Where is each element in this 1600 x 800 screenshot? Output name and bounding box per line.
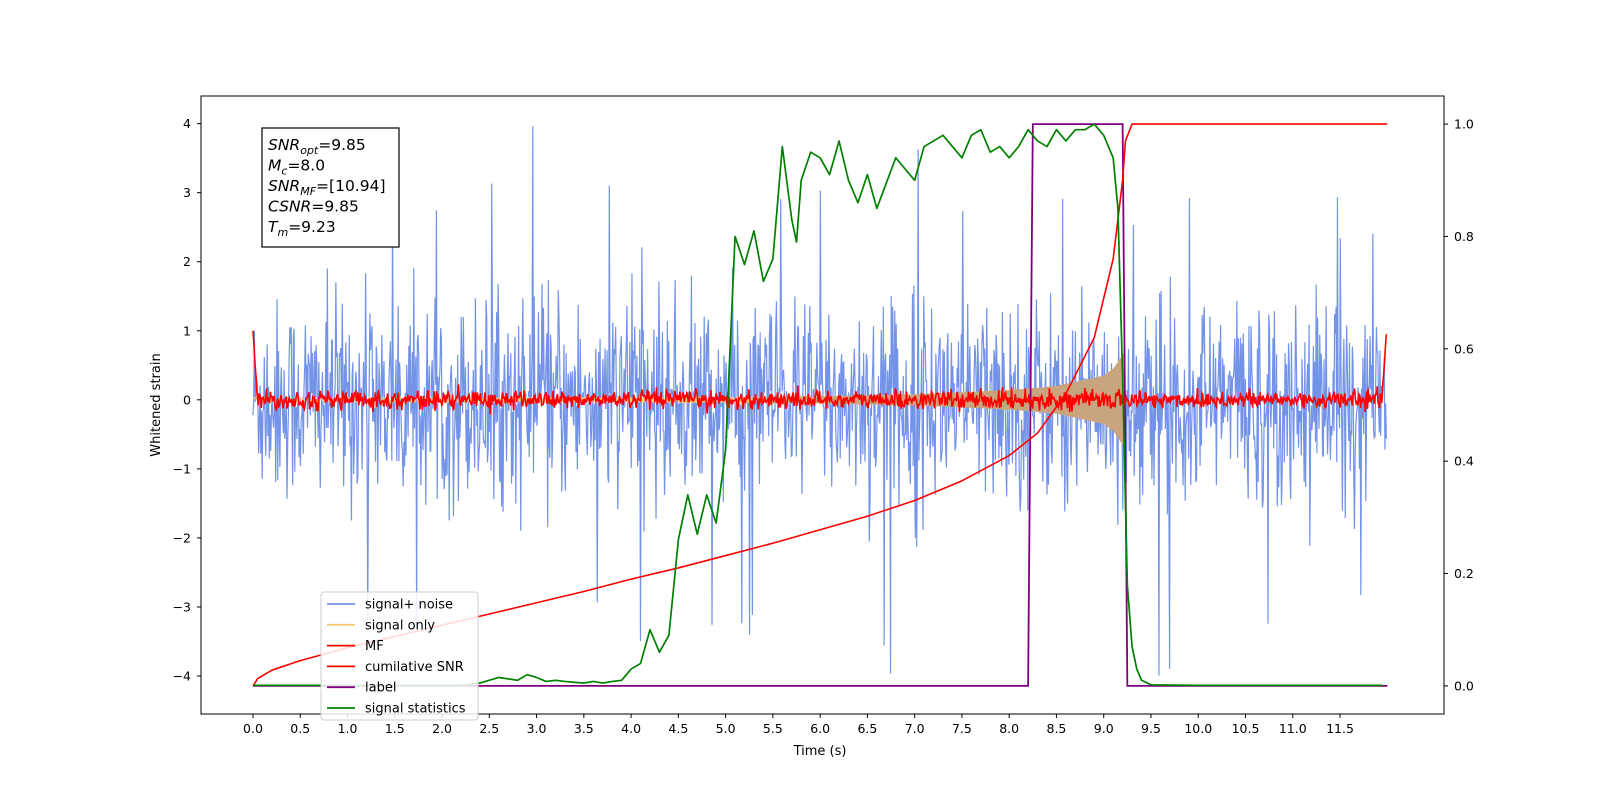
x-tick-label: 9.5	[1141, 721, 1161, 736]
annotation-subscript: MF	[300, 185, 316, 198]
x-tick-label: 7.0	[905, 721, 925, 736]
y-tick-label: 4	[183, 116, 191, 131]
y2-tick-label: 0.2	[1454, 566, 1474, 581]
series-layer	[252, 123, 1388, 687]
x-tick-label: 3.0	[527, 721, 547, 736]
y-tick-label: −2	[173, 530, 191, 545]
annotation-line: Tm=9.23	[268, 218, 336, 239]
x-tick-label: 5.0	[716, 721, 736, 736]
y2-tick-label: 0.0	[1454, 678, 1474, 693]
annotation-value: =9.23	[288, 218, 336, 236]
annotation-value: =8.0	[287, 157, 325, 175]
x-tick-label: 9.0	[1094, 721, 1114, 736]
x-tick-label: 0.0	[243, 721, 263, 736]
y-tick-label: 0	[183, 392, 191, 407]
y-axis-left: 4 3 2 1 0 −1 −2 −3 −4	[173, 116, 201, 684]
x-tick-label: 0.5	[290, 721, 310, 736]
x-axis: 0.0 0.5 1.0 1.5 2.0 2.5 3.0 3.5 4.0 4.5 5.0 5.5 6.0 6…	[243, 714, 1354, 736]
x-tick-label: 6.5	[857, 721, 877, 736]
x-tick-label: 3.5	[574, 721, 594, 736]
x-tick-label: 6.0	[810, 721, 830, 736]
series-signal-statistics	[252, 123, 1383, 687]
annotation-subscript: m	[277, 226, 288, 239]
legend-label: signal only	[365, 618, 435, 633]
y2-tick-label: 0.4	[1454, 454, 1474, 469]
y2-tick-label: 1.0	[1454, 117, 1474, 132]
x-tick-label: 10.0	[1184, 721, 1212, 736]
x-tick-label: 8.0	[999, 721, 1019, 736]
legend-label: signal+ noise	[365, 598, 453, 613]
annotation-line: CSNR=9.85	[268, 198, 359, 216]
x-tick-label: 2.5	[479, 721, 499, 736]
annotation-symbol: T	[268, 218, 279, 236]
x-tick-label: 1.0	[338, 721, 358, 736]
y-axis-right: 1.0 0.8 0.6 0.4 0.2 0.0	[1444, 117, 1474, 693]
x-tick-label: 7.5	[952, 721, 972, 736]
annotation-subscript: opt	[300, 144, 319, 157]
annotation-subscript: c	[281, 165, 287, 178]
x-tick-label: 5.5	[763, 721, 783, 736]
y2-tick-label: 0.6	[1454, 341, 1474, 356]
series-mf	[252, 330, 1388, 415]
legend-label: signal statistics	[365, 702, 466, 717]
legend-label: MF	[365, 639, 384, 654]
annotation-symbol: SNR	[268, 177, 300, 195]
annotation-value: =[10.94]	[316, 177, 385, 195]
y-tick-label: 3	[183, 185, 191, 200]
x-tick-label: 4.5	[668, 721, 688, 736]
plot-frame	[200, 95, 1445, 715]
annotation-value: =9.85	[311, 198, 359, 216]
annotation-line: SNRopt=9.85	[268, 136, 366, 157]
y2-tick-label: 0.8	[1454, 229, 1474, 244]
y-axis-label: Whitened strain	[149, 353, 164, 456]
y-tick-label: −3	[173, 599, 191, 614]
annotation-symbol: SNR	[268, 136, 300, 154]
y-tick-label: 1	[183, 323, 191, 338]
x-tick-label: 8.5	[1047, 721, 1067, 736]
x-tick-label: 11.0	[1279, 721, 1307, 736]
legend-label: cumilative SNR	[365, 660, 464, 675]
y-tick-label: −4	[173, 669, 191, 684]
annotation-value: =9.85	[318, 136, 366, 154]
annotation-line: SNRMF=[10.94]	[268, 177, 386, 198]
legend: signal+ noise signal only MF cumilative SNR…	[320, 591, 479, 721]
legend-label: label	[365, 681, 396, 696]
x-tick-label: 11.5	[1326, 721, 1354, 736]
x-axis-label: Time (s)	[793, 744, 847, 759]
x-tick-label: 4.0	[621, 721, 641, 736]
annotation-line: Mc=8.0	[268, 157, 325, 178]
annotation-symbol: CSNR	[268, 198, 311, 216]
x-tick-label: 10.5	[1232, 721, 1260, 736]
x-tick-label: 1.5	[385, 721, 405, 736]
series-label	[252, 123, 1388, 687]
annotation-box-frame	[261, 127, 400, 248]
annotation-box: SNRopt=9.85Mc=8.0SNRMF=[10.94]CSNR=9.85T…	[261, 127, 400, 248]
annotation-symbol: M	[268, 157, 281, 175]
y-tick-label: 2	[183, 254, 191, 269]
y-tick-label: −1	[173, 461, 191, 476]
legend-frame	[320, 591, 479, 721]
x-tick-label: 2.0	[432, 721, 452, 736]
